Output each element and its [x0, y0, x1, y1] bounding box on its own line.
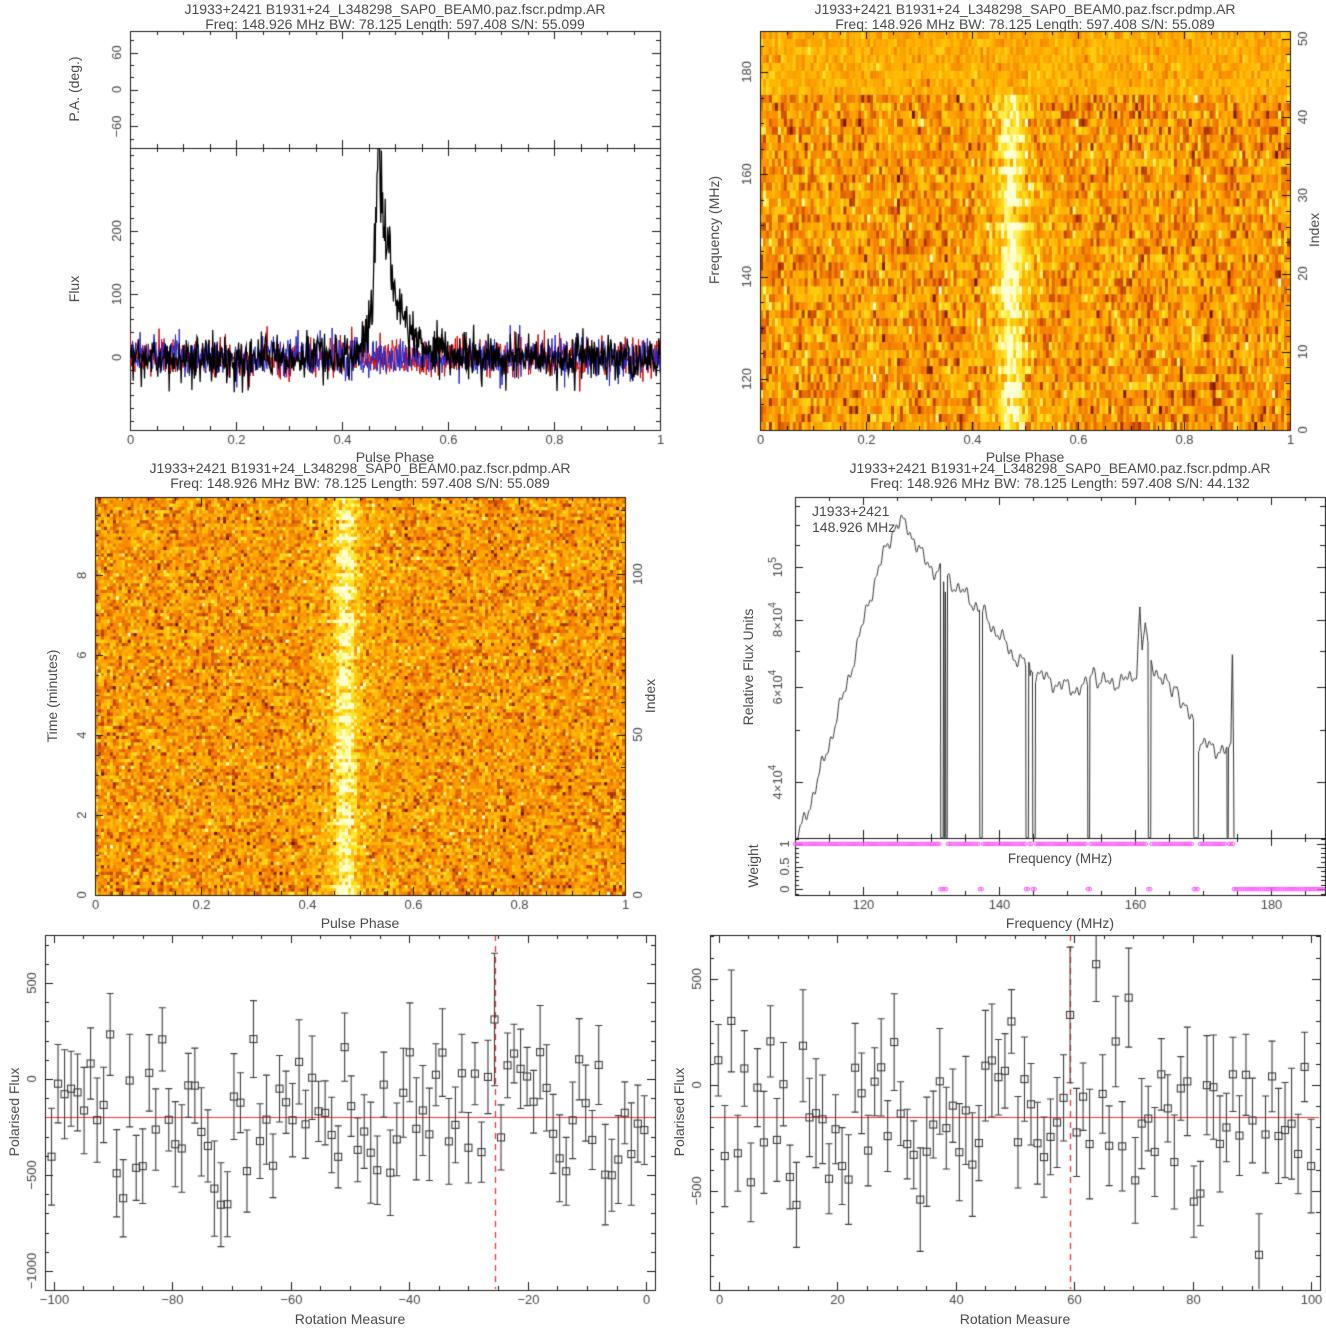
pa-ylabel: P.A. (deg.): [66, 56, 82, 122]
freqphase-title: J1933+2421 B1931+24_L348298_SAP0_BEAM0.p…: [814, 1, 1236, 17]
spectrum-annotation-freq: 148.926 MHz: [812, 519, 896, 535]
relflux-ylabel: Relative Flux Units: [740, 608, 756, 726]
index-ylabel-right: Index: [1306, 212, 1322, 248]
spectrum-xlabel: Frequency (MHz): [1005, 915, 1115, 931]
timephase-subtitle: Freq: 148.926 MHz BW: 78.125 Length: 597…: [170, 475, 550, 491]
spectrum-subtitle: Freq: 148.926 MHz BW: 78.125 Length: 597…: [870, 475, 1250, 491]
time-ylabel: Time (minutes): [44, 649, 60, 743]
polflux-neg-ylabel: Polarised Flux: [6, 1067, 22, 1157]
weight-inner-xlabel: Frequency (MHz): [1007, 851, 1113, 866]
rmpos-xlabel: Rotation Measure: [959, 1311, 1071, 1327]
profile-title: J1933+2421 B1931+24_L348298_SAP0_BEAM0.p…: [184, 1, 606, 17]
spectrum-annotation-source: J1933+2421: [812, 503, 890, 519]
frequency-ylabel: Frequency (MHz): [706, 175, 722, 285]
freqphase-subtitle: Freq: 148.926 MHz BW: 78.125 Length: 597…: [835, 16, 1215, 32]
weight-ylabel: Weight: [745, 844, 761, 888]
index2-ylabel-right: Index: [642, 678, 658, 714]
polflux-pos-ylabel: Polarised Flux: [671, 1067, 687, 1157]
timephase-xlabel: Pulse Phase: [320, 915, 400, 931]
profile-subtitle: Freq: 148.926 MHz BW: 78.125 Length: 597…: [205, 16, 585, 32]
rmneg-xlabel: Rotation Measure: [294, 1311, 406, 1327]
profile-xlabel: Pulse Phase: [355, 449, 435, 465]
flux-ylabel: Flux: [66, 275, 82, 303]
freqphase-xlabel: Pulse Phase: [985, 449, 1065, 465]
timephase-title: J1933+2421 B1931+24_L348298_SAP0_BEAM0.p…: [149, 460, 571, 476]
spectrum-title: J1933+2421 B1931+24_L348298_SAP0_BEAM0.p…: [849, 460, 1271, 476]
